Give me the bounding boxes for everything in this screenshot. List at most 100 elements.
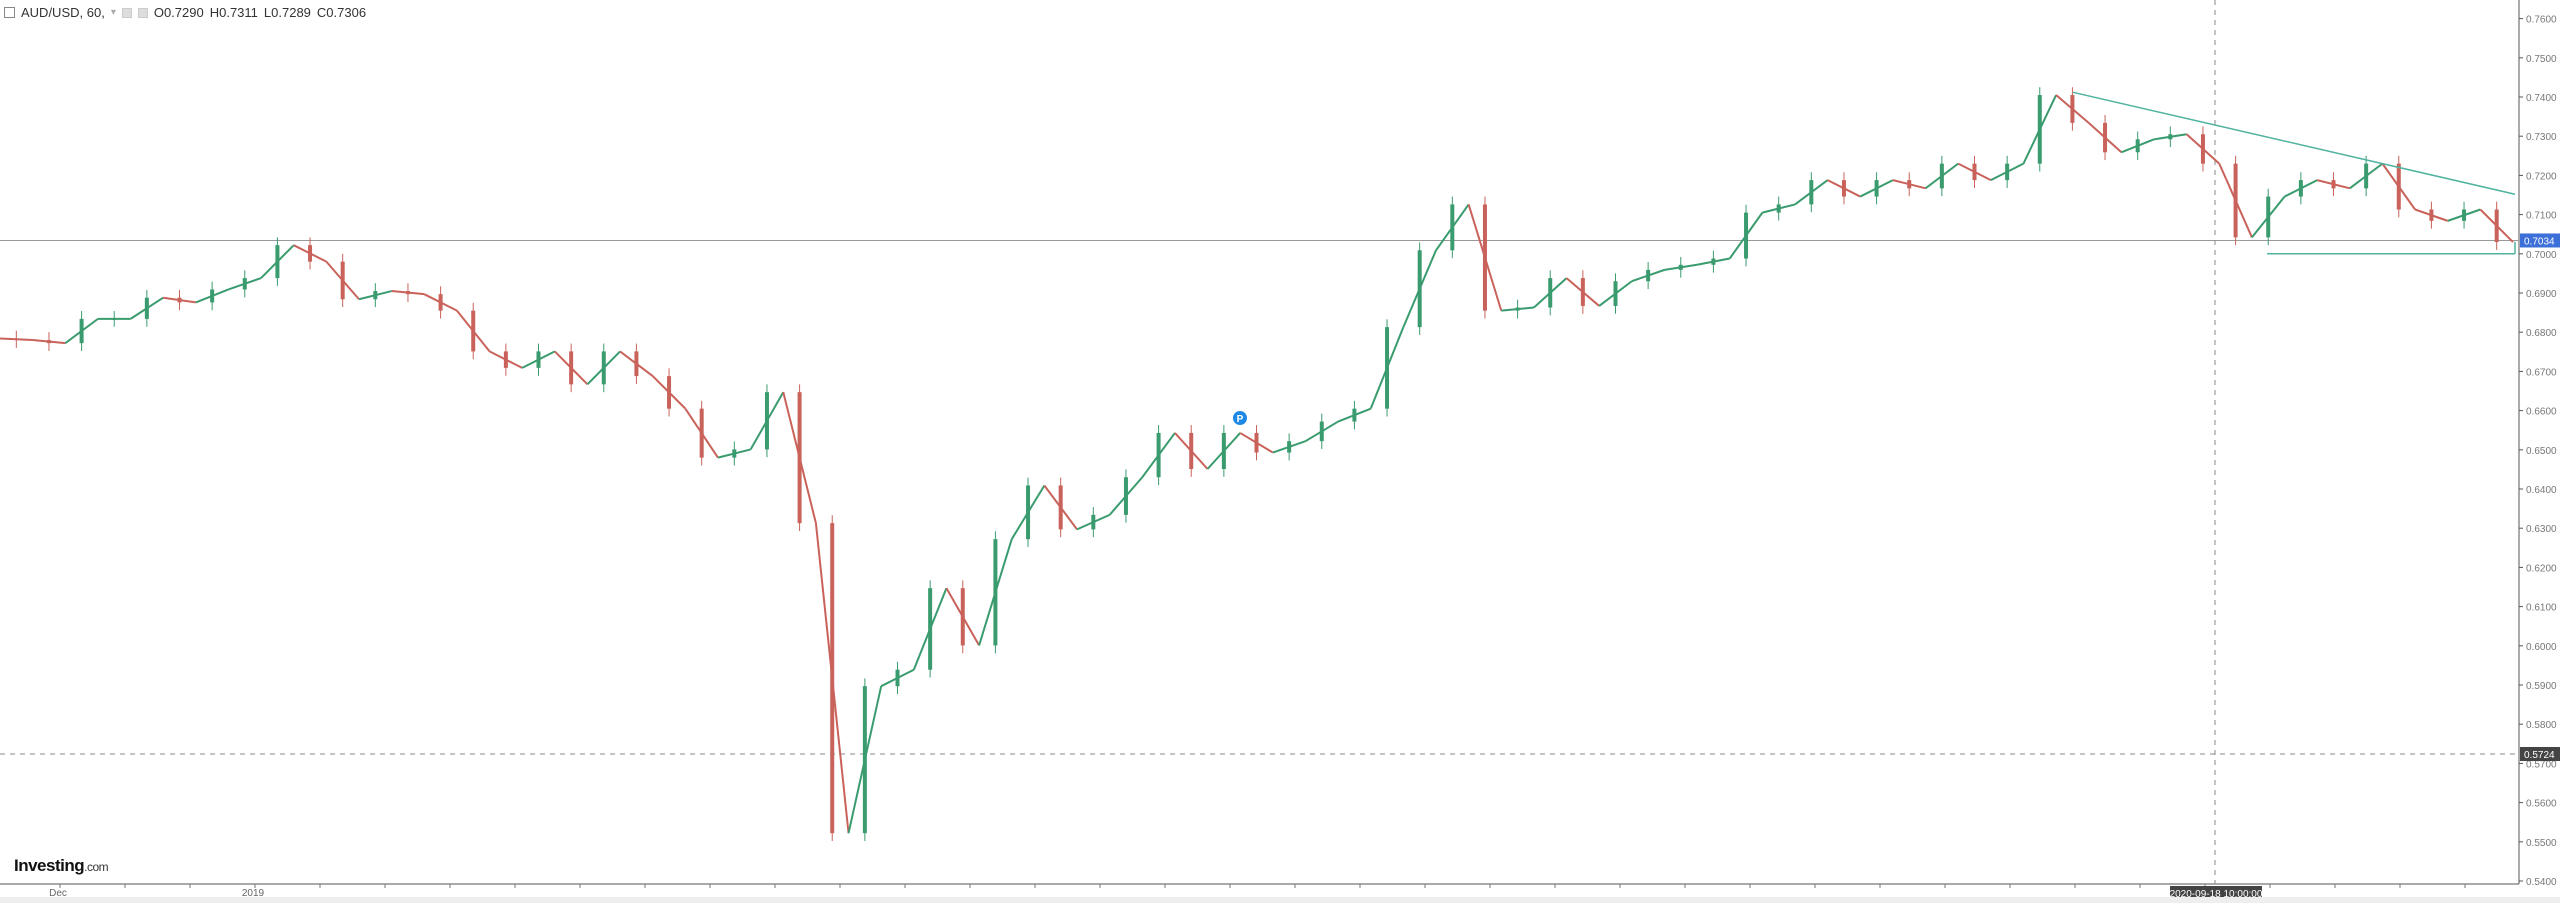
y-tick-label: 0.5400	[2526, 877, 2557, 888]
candle-body	[2364, 163, 2369, 189]
y-tick-label: 0.6000	[2526, 642, 2557, 653]
candle-body	[2103, 122, 2108, 153]
candle-body	[830, 523, 835, 834]
y-tick-label: 0.6200	[2526, 563, 2557, 574]
y-tick-label: 0.6700	[2526, 367, 2557, 378]
symbol-label[interactable]: AUD/USD, 60,	[21, 5, 105, 20]
candle-body	[1939, 163, 1944, 189]
candle-body	[1580, 278, 1585, 306]
candle-body	[438, 294, 443, 311]
y-tick-label: 0.7600	[2526, 15, 2557, 26]
y-tick-label: 0.6600	[2526, 407, 2557, 418]
candle-body	[2005, 163, 2010, 181]
candle-body	[2135, 139, 2140, 153]
open-value: O0.7290	[153, 5, 204, 20]
candle-body	[2494, 209, 2499, 243]
candle-body	[340, 261, 345, 300]
candle-body	[1156, 432, 1161, 478]
collapse-icon[interactable]	[4, 7, 15, 18]
candle-body	[46, 340, 51, 344]
candle-body	[1221, 432, 1226, 470]
candle-body	[2331, 180, 2336, 189]
footer-bar	[0, 897, 2560, 903]
candle-body	[1319, 421, 1324, 442]
candle-body	[1515, 307, 1520, 311]
candle-body	[667, 376, 672, 409]
candle-body	[1711, 258, 1716, 265]
candle-body	[308, 245, 313, 262]
y-tick-label: 0.7400	[2526, 93, 2557, 104]
candle-body	[2037, 95, 2042, 164]
y-tick-label: 0.5900	[2526, 681, 2557, 692]
candle-body	[2462, 209, 2467, 221]
candle-body	[1874, 180, 1879, 197]
y-tick-label: 0.5800	[2526, 720, 2557, 731]
candle-body	[1123, 477, 1128, 515]
candle-body	[1450, 204, 1455, 251]
candle-body	[1254, 432, 1259, 453]
candle-body	[1482, 204, 1487, 311]
candle-body	[1091, 514, 1096, 530]
descending-trendline	[2072, 91, 2516, 195]
x-tick-label: 2019	[242, 888, 265, 899]
y-tick-label: 0.6500	[2526, 446, 2557, 457]
candle-body	[1287, 441, 1292, 453]
candle-body	[993, 539, 998, 646]
candle-body	[1189, 432, 1194, 470]
candle-body	[210, 289, 215, 303]
candle-body	[2298, 180, 2303, 197]
x-tick-label: Dec	[49, 888, 67, 899]
y-tick-label: 0.7200	[2526, 171, 2557, 182]
candle-body	[1352, 408, 1357, 422]
y-tick-label: 0.7300	[2526, 132, 2557, 143]
candle-body	[79, 318, 84, 344]
y-tick-label: 0.5500	[2526, 838, 2557, 849]
chart-legend: AUD/USD, 60, ▾ O0.7290 H0.7311 L0.7289 C…	[4, 5, 366, 20]
candle-body	[1026, 485, 1031, 540]
y-tick-label: 0.6400	[2526, 485, 2557, 496]
current-price-label: 0.7034	[2524, 236, 2555, 247]
candle-body	[1776, 204, 1781, 213]
candle-body	[1058, 485, 1063, 530]
candle-body	[2168, 134, 2173, 140]
candle-body	[2266, 196, 2271, 238]
candle-body	[242, 278, 247, 290]
y-tick-label: 0.6800	[2526, 328, 2557, 339]
candle-body	[1613, 281, 1618, 306]
candle-body	[928, 588, 933, 670]
y-tick-label: 0.6100	[2526, 603, 2557, 614]
close-value: C0.7306	[316, 5, 367, 20]
candle-body	[2429, 209, 2434, 221]
candle-body	[275, 245, 280, 279]
visibility-icon[interactable]	[121, 7, 132, 18]
candle-body	[2070, 95, 2075, 123]
candle-body	[569, 351, 574, 385]
candle-body	[1972, 163, 1977, 181]
crosshair-price-badge	[2520, 746, 2560, 761]
candle-body	[1548, 278, 1553, 308]
candle-body	[536, 351, 541, 368]
settings-icon[interactable]	[137, 7, 148, 18]
investing-logo: Investing.com	[14, 856, 109, 875]
y-tick-label: 0.5600	[2526, 799, 2557, 810]
y-tick-label: 0.5700	[2526, 759, 2557, 770]
candle-body	[112, 318, 117, 320]
candle-body	[1907, 180, 1912, 189]
candle-body	[503, 351, 508, 368]
candle-body	[2396, 163, 2401, 210]
current-price-badge	[2520, 233, 2560, 248]
candle-body	[2233, 163, 2238, 238]
candle-body	[1744, 212, 1749, 259]
candle-body	[797, 392, 802, 524]
candle-body	[895, 669, 900, 687]
candle-body	[634, 351, 639, 377]
y-tick-label: 0.6900	[2526, 289, 2557, 300]
crosshair-price-label: 0.5724	[2524, 750, 2555, 761]
y-tick-label: 0.6300	[2526, 524, 2557, 535]
candle-body	[601, 351, 606, 385]
dropdown-icon[interactable]: ▾	[110, 7, 116, 18]
y-tick-label: 0.7500	[2526, 54, 2557, 65]
candle-body	[764, 392, 769, 450]
candle-body	[1417, 250, 1422, 328]
